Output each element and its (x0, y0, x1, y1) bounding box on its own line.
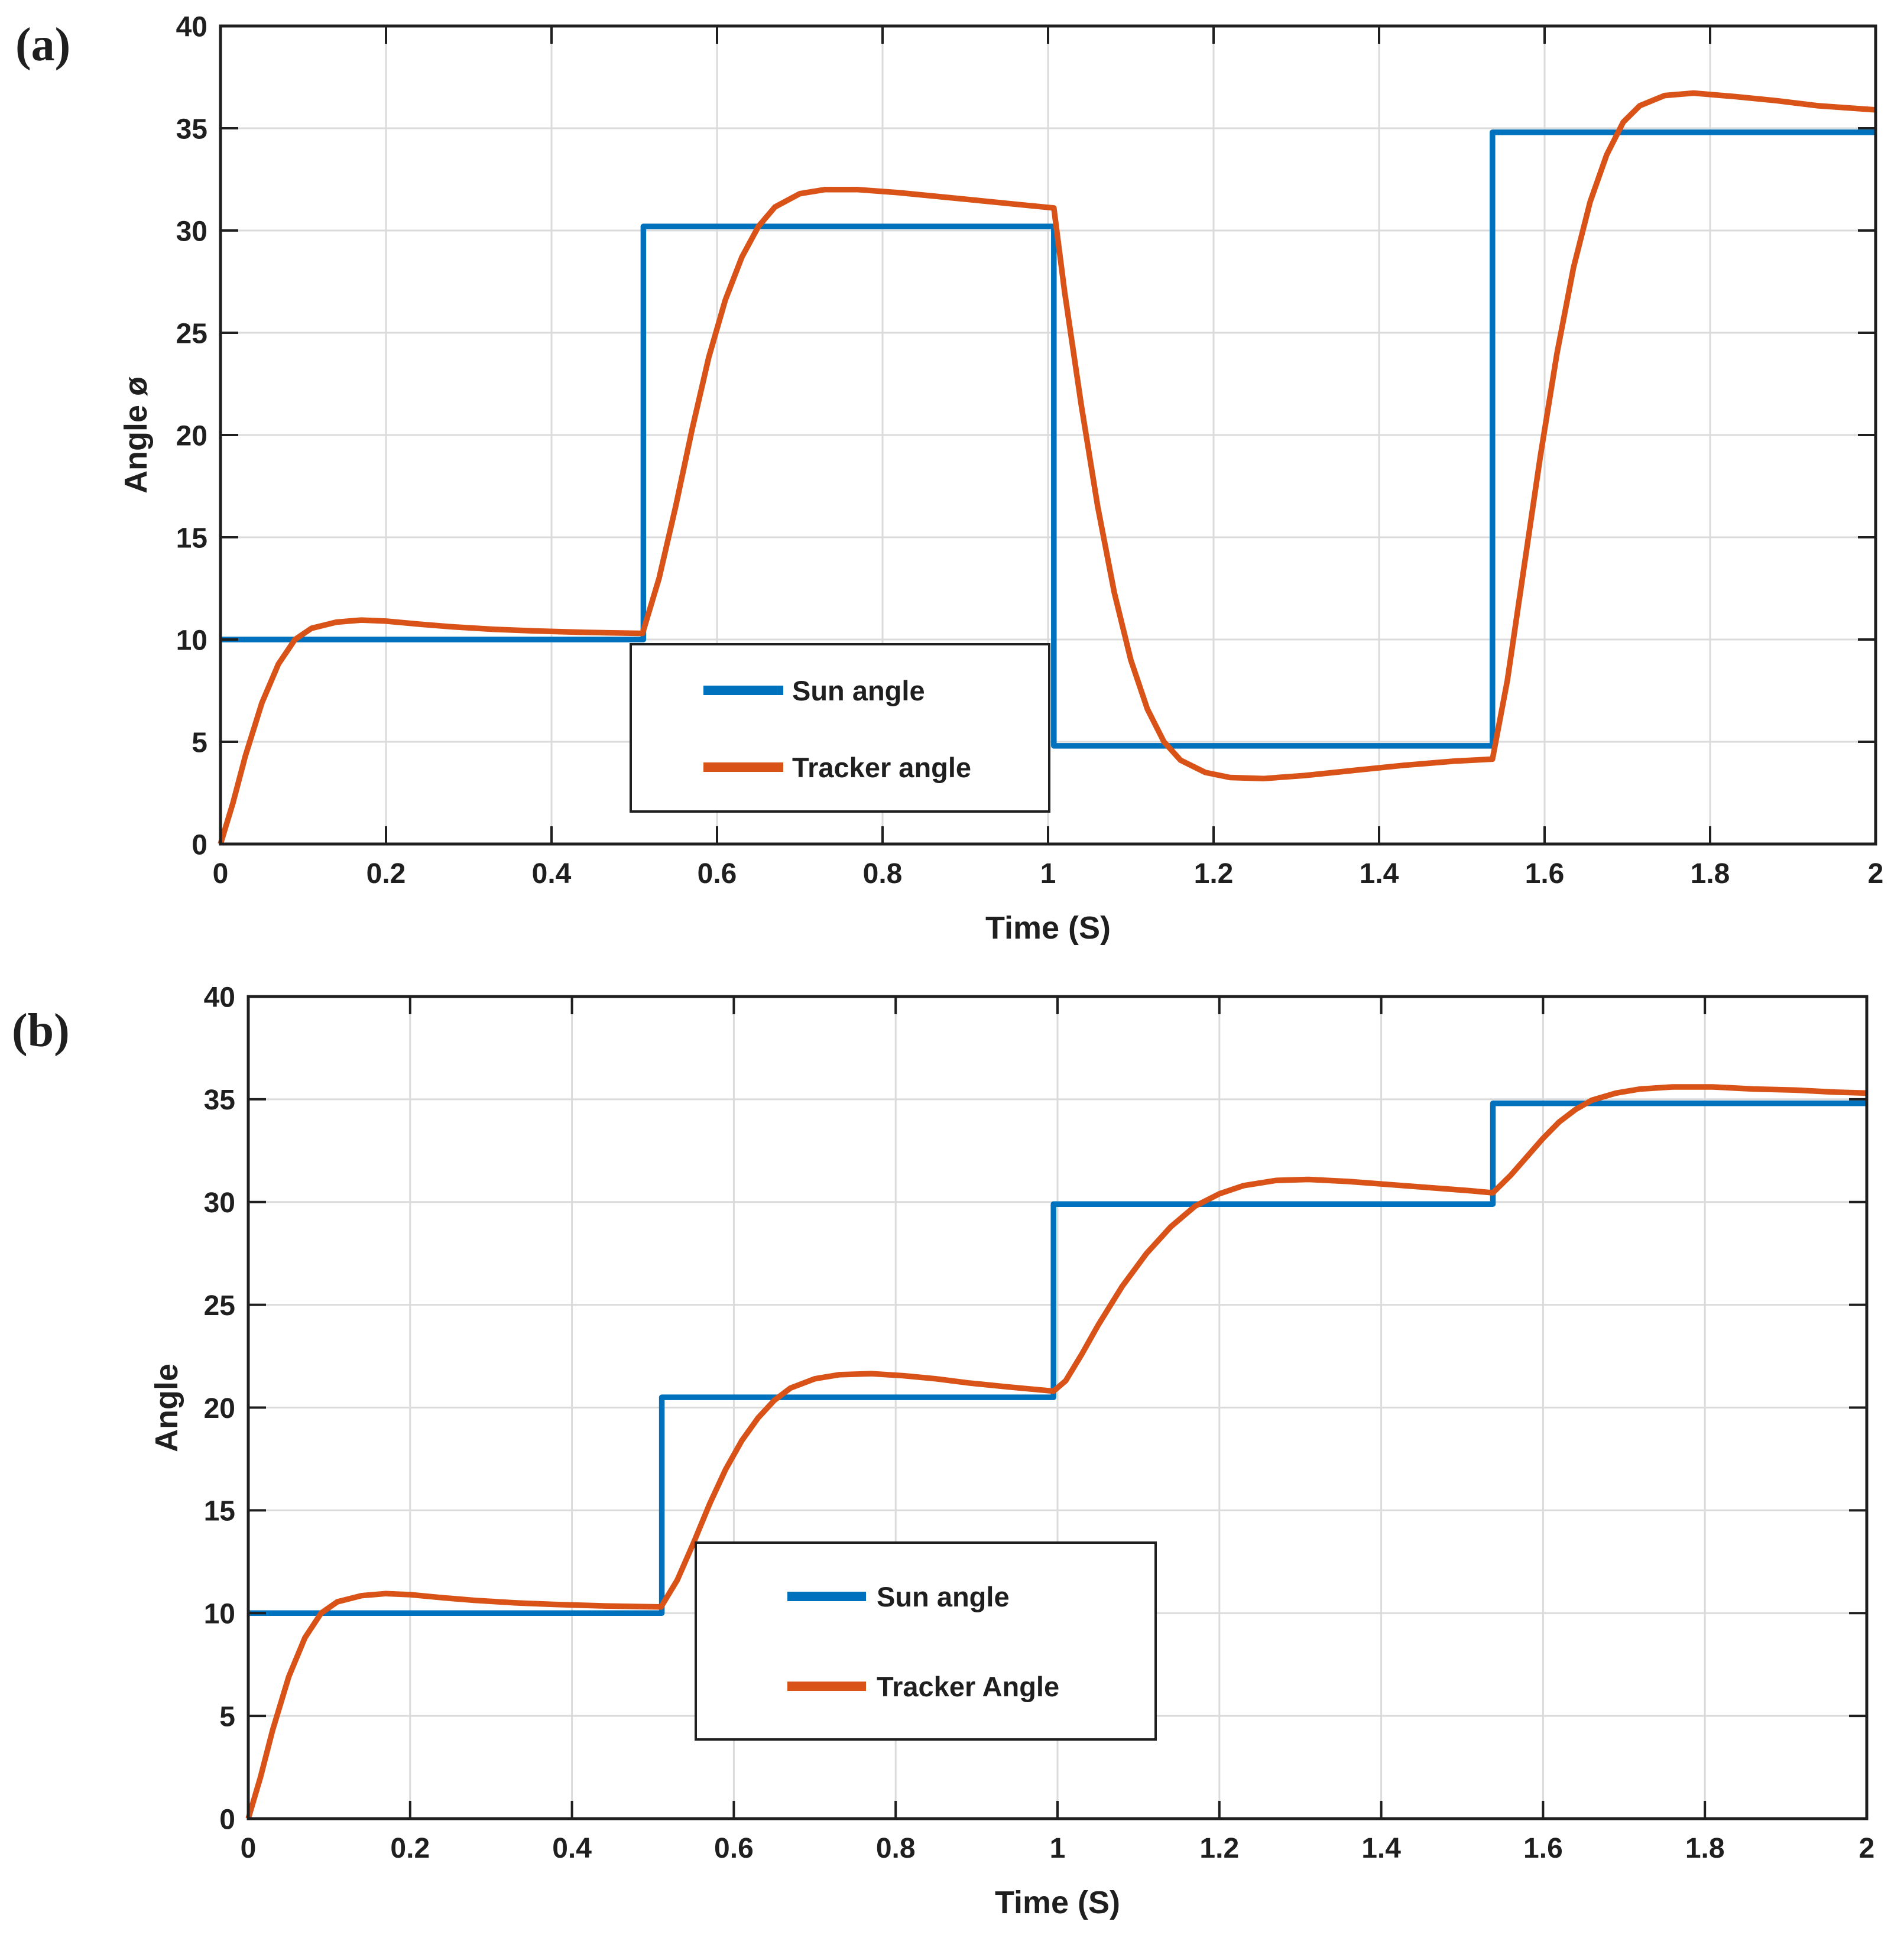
x-tick-label: 1.6 (1523, 1833, 1563, 1864)
legend: Sun angle Tracker angle (630, 643, 1050, 813)
x-tick-label: 1.2 (1194, 858, 1234, 890)
y-tick-label: 30 (176, 216, 207, 247)
legend-box (630, 643, 1050, 813)
series-group (245, 1084, 1867, 1820)
y-tick-label: 15 (176, 522, 207, 554)
y-tick-label: 25 (204, 1290, 235, 1322)
y-tick-label: 20 (204, 1393, 235, 1424)
x-tick-label: 1.6 (1525, 858, 1565, 890)
series-tracker-angle (218, 90, 1876, 845)
series-sun-angle (220, 129, 1876, 749)
x-axis-label: Time (S) (995, 1885, 1120, 1920)
panel-letter: (a) (15, 19, 70, 71)
x-tick-label: 1.8 (1691, 858, 1730, 890)
chart-panel-b: 0 0.2 0.4 0.6 0.8 1 1.2 1.4 1.6 1.8 20510152025303… (12, 982, 1874, 1920)
y-tick-label: 25 (176, 318, 207, 349)
x-tick-label: 1.4 (1361, 1833, 1401, 1864)
legend: Sun angle Tracker Angle (695, 1541, 1157, 1741)
x-tick-label: 1 (1040, 858, 1056, 890)
x-tick-label: 0.2 (366, 858, 406, 890)
x-axis-label: Time (S) (985, 910, 1111, 946)
x-tick-label: 0.8 (876, 1833, 916, 1864)
tick-labels: 0 0.2 0.4 0.6 0.8 1 1.2 1.4 1.6 1.8 20510152025303… (204, 982, 1875, 1864)
y-tick-label: 15 (204, 1496, 235, 1527)
tick-marks (219, 25, 1877, 845)
x-tick-label: 1.8 (1685, 1833, 1725, 1864)
legend-label: Tracker angle (792, 752, 971, 783)
y-tick-label: 0 (219, 1804, 235, 1835)
x-tick-label: 0.6 (714, 1833, 754, 1864)
x-tick-label: 0 (241, 1833, 257, 1864)
y-tick-label: 40 (176, 11, 207, 43)
x-tick-label: 1.4 (1360, 858, 1399, 890)
legend-label: Tracker Angle (877, 1671, 1059, 1702)
y-tick-label: 10 (204, 1599, 235, 1630)
x-tick-label: 1.2 (1199, 1833, 1239, 1864)
tick-marks (247, 995, 1868, 1820)
y-tick-label: 10 (176, 625, 207, 656)
y-tick-label: 35 (176, 113, 207, 145)
x-tick-label: 2 (1868, 858, 1884, 890)
series-tracker-angle (245, 1084, 1867, 1820)
x-tick-label: 0.8 (863, 858, 903, 890)
x-tick-label: 0.2 (390, 1833, 430, 1864)
y-tick-label: 35 (204, 1085, 235, 1116)
y-tick-label: 0 (192, 829, 207, 861)
y-tick-label: 5 (219, 1701, 235, 1732)
series-sun-angle (248, 1101, 1867, 1617)
x-tick-label: 1 (1050, 1833, 1066, 1864)
legend-label: Sun angle (792, 675, 925, 706)
y-axis-label: Angle (149, 1364, 184, 1452)
legend-box (695, 1541, 1157, 1741)
panel-letter: (b) (12, 1005, 70, 1057)
series-group (218, 90, 1876, 845)
chart-panel-a: 0 0.2 0.4 0.6 0.8 1 1.2 1.4 1.6 1.8 20510152025303… (15, 11, 1883, 946)
legend-label: Sun angle (877, 1581, 1010, 1612)
y-tick-label: 40 (204, 982, 235, 1013)
x-tick-label: 0.4 (552, 1833, 592, 1864)
x-tick-label: 0.4 (532, 858, 572, 890)
tick-labels: 0 0.2 0.4 0.6 0.8 1 1.2 1.4 1.6 1.8 20510152025303… (176, 11, 1884, 890)
x-tick-label: 2 (1859, 1833, 1875, 1864)
y-axis-label: Angle ø (118, 376, 154, 494)
x-tick-label: 0 (213, 858, 229, 890)
y-tick-label: 30 (204, 1187, 235, 1219)
x-tick-label: 0.6 (698, 858, 737, 890)
y-tick-label: 20 (176, 420, 207, 452)
y-tick-label: 5 (192, 727, 207, 758)
